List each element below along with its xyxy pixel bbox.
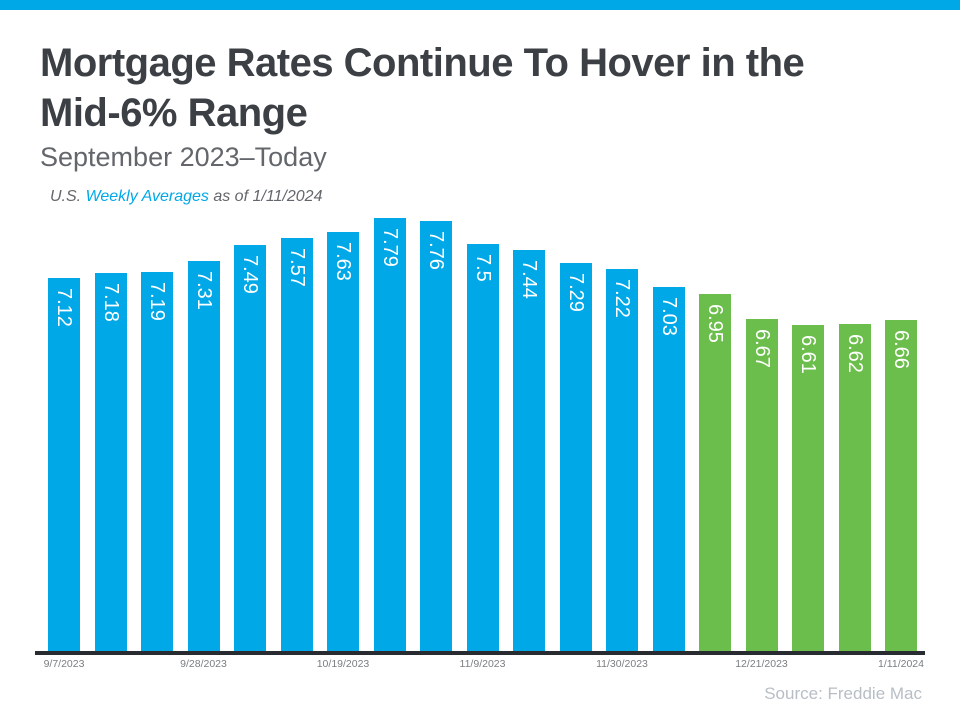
bar-value-label: 7.03 [657,296,680,336]
x-tick-label: 10/19/2023 [316,658,370,670]
bar-value-label: 6.61 [797,334,819,374]
page-title-line1: Mortgage Rates Continue To Hover in the [40,41,805,85]
chart-note: U.S. Weekly Averages as of 1/11/2024 [50,186,322,208]
bar: 7.03 [652,286,685,651]
x-tick-label: 9/28/2023 [180,658,227,670]
x-tick-label: 1/11/2024 [878,658,924,670]
bar: 7.19 [141,272,173,651]
bar: 7.49 [234,245,266,651]
bar-value-label: 6.95 [704,303,726,343]
bar: 6.95 [699,293,731,651]
bar-value-label: 7.79 [378,227,401,267]
bar: 7.5 [466,244,499,651]
bar-value-label: 6.67 [750,329,773,369]
bar: 6.62 [838,323,871,651]
bar-value-label: 7.29 [564,273,587,313]
accent-top-bar [0,0,960,10]
bar: 6.61 [792,324,824,651]
source-attribution: Source: Freddie Mac [764,684,922,703]
x-axis-line [35,651,925,655]
plot-area: 7.12 7.18 7.19 7.31 7.49 7.57 7.63 7.79 7.76 7.5 7… [48,217,917,651]
page-subtitle: September 2023–Today [40,142,327,172]
note-prefix: U.S. [50,188,86,205]
x-tick-label: 12/21/2023 [735,658,788,670]
bar-value-label: 6.62 [843,333,866,373]
bar-value-label: 6.66 [890,330,912,370]
bar-value-label: 7.12 [53,288,75,328]
page-title-line2: Mid-6% Range [40,91,308,135]
bar-value-label: 7.5 [471,254,494,282]
bar-value-label: 7.18 [99,283,122,322]
bar: 7.29 [559,263,592,651]
x-tick-label: 9/7/2023 [43,658,85,670]
bar: 7.31 [187,261,220,651]
x-tick-label: 11/30/2023 [596,658,648,670]
bar-value-label: 7.49 [239,255,261,294]
bar-value-label: 7.57 [285,247,308,287]
bar-value-label: 7.44 [518,259,540,299]
bar-value-label: 7.63 [332,242,354,282]
bar: 6.66 [885,320,917,651]
bar: 7.57 [280,237,313,651]
note-suffix: as of 1/11/2024 [208,188,323,205]
bar: 7.76 [420,220,452,651]
bar: 7.12 [48,278,80,651]
bar: 7.18 [94,273,127,651]
bar: 6.67 [745,319,778,651]
x-tick-label: 11/9/2023 [459,658,506,670]
bar: 7.44 [513,249,545,651]
bar: 7.63 [327,232,359,651]
bar-value-label: 7.76 [425,230,447,270]
bar: 7.79 [373,217,406,651]
bar-value-label: 7.19 [146,282,168,322]
bar-value-label: 7.31 [192,271,215,311]
bar: 7.22 [606,269,638,651]
x-axis-tick-row: 9/7/2023 9/28/2023 10/19/2023 11/9/2023 11/3… [44,658,924,674]
note-highlight: Weekly Averages [85,188,209,205]
page-title: Mortgage Rates Continue To Hover in the … [40,38,805,138]
bar-value-label: 7.22 [611,279,633,319]
